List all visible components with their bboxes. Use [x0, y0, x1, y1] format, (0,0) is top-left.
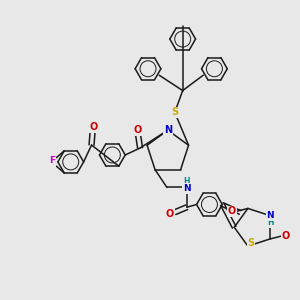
Text: H: H — [184, 177, 190, 186]
Text: N: N — [164, 125, 172, 135]
Text: H: H — [267, 218, 273, 227]
Text: F: F — [49, 156, 56, 165]
Text: S: S — [247, 238, 254, 248]
Text: O: O — [134, 125, 142, 135]
Text: O: O — [228, 206, 236, 216]
Text: N: N — [266, 211, 274, 220]
Text: N: N — [183, 184, 190, 193]
Text: O: O — [282, 231, 290, 241]
Text: F: F — [49, 159, 56, 168]
Text: O: O — [166, 209, 174, 219]
Text: O: O — [89, 122, 98, 132]
Text: S: S — [171, 107, 178, 117]
